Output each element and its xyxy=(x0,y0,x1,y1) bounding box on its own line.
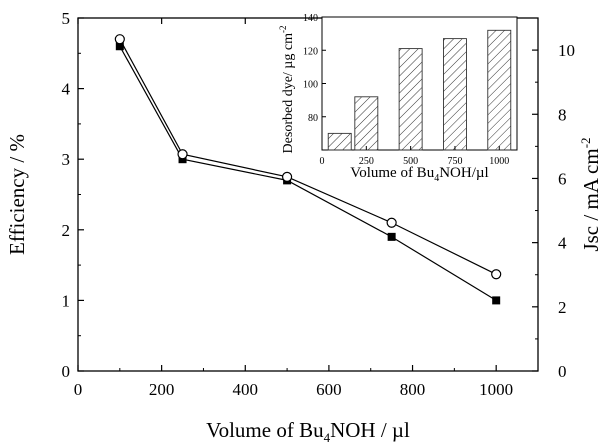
inset-x-tick-label: 0 xyxy=(320,156,325,167)
inset-plot: 0 250 500 750 1000 80 100 120 140 Volume of Bu4NO… xyxy=(278,13,518,184)
y-right-tick-label: 4 xyxy=(558,234,567,253)
y-left-tick-label: 1 xyxy=(62,291,71,310)
y-right-tick-label: 2 xyxy=(558,298,567,317)
x-tick-label: 200 xyxy=(149,380,175,399)
x-tick-label: 800 xyxy=(400,380,426,399)
data-point-square xyxy=(115,42,124,51)
inset-x-tick-label: 750 xyxy=(447,156,462,167)
y-right-tick-label: 0 xyxy=(558,362,567,381)
y-left-tick-label: 0 xyxy=(62,362,71,381)
y-left-axis-label: Efficiency / % xyxy=(5,134,29,255)
x-tick-label: 0 xyxy=(74,380,83,399)
x-tick-label: 600 xyxy=(316,380,342,399)
inset-bar xyxy=(398,48,423,151)
data-point-circle xyxy=(281,171,293,182)
inset-y-axis-label: Desorbed dye/ µg cm-2 xyxy=(278,26,296,154)
x-axis-label: Volume of Bu4NOH / µl xyxy=(206,418,410,445)
inset-x-tick-label: 250 xyxy=(359,156,374,167)
data-point-circle xyxy=(491,269,502,280)
inset-x-tick-label: 1000 xyxy=(489,156,509,167)
y-left-tick-label: 5 xyxy=(62,9,71,28)
inset-y-tick-label: 100 xyxy=(303,80,318,91)
inset-y-tick-label: 80 xyxy=(308,113,318,124)
inset-bar xyxy=(443,38,467,151)
y-left-tick-label: 4 xyxy=(62,80,71,99)
data-point-circle xyxy=(114,34,125,45)
x-tick-label: 1000 xyxy=(479,380,513,399)
y-right-tick-label: 10 xyxy=(558,41,575,60)
inset-bar xyxy=(487,29,512,151)
inset-y-tick-label: 140 xyxy=(303,13,318,24)
data-point-circle xyxy=(177,149,188,160)
inset-bar xyxy=(354,96,379,151)
x-tick-label: 400 xyxy=(233,380,259,399)
y-right-tick-label: 8 xyxy=(558,105,567,124)
inset-x-tick-label: 500 xyxy=(403,156,418,167)
y-left-tick-label: 2 xyxy=(62,221,71,240)
data-point-circle xyxy=(386,217,397,228)
y-left-tick-label: 3 xyxy=(62,150,71,169)
y-right-tick-label: 6 xyxy=(558,169,567,188)
inset-y-tick-label: 120 xyxy=(303,46,318,57)
data-point-square xyxy=(492,296,501,305)
inset-x-axis-label: Volume of Bu4NOH/µl xyxy=(350,165,488,184)
y-right-axis-label: Jsc / mA cm-2 xyxy=(578,137,603,251)
inset-bar xyxy=(327,132,352,151)
data-point-square xyxy=(387,232,396,241)
